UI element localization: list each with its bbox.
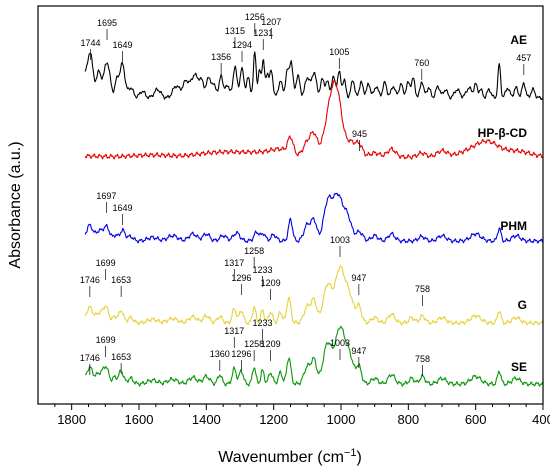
peak-label: 1209: [261, 339, 281, 349]
peak-label: 1653: [111, 352, 131, 362]
peak-label: 1258: [244, 246, 264, 256]
peak-label: 1294: [232, 40, 252, 50]
peak-label: 1005: [329, 47, 349, 57]
series-name-label: PHM: [500, 219, 527, 233]
peak-label: 1233: [253, 265, 273, 275]
x-tick-label: 1400: [192, 412, 221, 427]
peak-label: 1699: [96, 258, 116, 268]
x-tick-label: 1600: [125, 412, 154, 427]
peak-label: 758: [415, 284, 430, 294]
series-name-label: AE: [510, 33, 527, 47]
series-line-3: [84, 192, 544, 244]
peak-label: 1653: [111, 275, 131, 285]
peak-label: 1258: [244, 339, 264, 349]
series-line-1: [84, 51, 544, 101]
peak-label: 1317: [224, 258, 244, 268]
peak-label: 1003: [330, 235, 350, 245]
peak-label: 1231: [253, 28, 273, 38]
series-name-label: SE: [511, 360, 527, 374]
x-axis: 1800 1600 1400 1200 1000 800 600 400: [54, 404, 550, 427]
y-axis-label: Absorbance (a.u.): [7, 141, 24, 268]
peak-label: 1256: [245, 12, 265, 22]
peak-label: 1296: [231, 349, 251, 359]
peak-label: 1003: [330, 338, 350, 348]
peak-label: 1746: [80, 275, 100, 285]
x-tick-label: 600: [465, 412, 487, 427]
series-line-5: [84, 325, 544, 387]
peak-label: 1360: [210, 349, 230, 359]
peak-label: 1699: [96, 335, 116, 345]
x-tick-label: 800: [397, 412, 419, 427]
x-tick-label: 1200: [259, 412, 288, 427]
series-line-2: [84, 79, 544, 160]
peak-label: 457: [516, 53, 531, 63]
peak-label: 760: [414, 58, 429, 68]
peak-label: 1649: [112, 203, 132, 213]
peak-label: 1317: [224, 326, 244, 336]
peak-label: 1356: [211, 52, 231, 62]
x-axis-label: Wavenumber (cm−1): [218, 447, 362, 466]
peak-label: 945: [352, 129, 367, 139]
x-tick-label: 1000: [327, 412, 356, 427]
peak-label: 758: [415, 354, 430, 364]
spectra-traces: [84, 51, 544, 387]
x-tick-label: 400: [532, 412, 550, 427]
peak-label: 1744: [81, 38, 101, 48]
x-tick-label: 1800: [57, 412, 86, 427]
peak-label: 1697: [96, 191, 116, 201]
peak-label: 1296: [231, 273, 251, 283]
peak-label: 947: [351, 273, 366, 283]
peak-label: 1649: [112, 40, 132, 50]
peak-label: 1233: [253, 318, 273, 328]
series-name-label: G: [518, 298, 527, 312]
peak-label: 1209: [261, 278, 281, 288]
series-name-label: HP-β-CD: [478, 126, 528, 140]
peak-label: 947: [351, 346, 366, 356]
peak-label: 1315: [225, 26, 245, 36]
series-line-4: [84, 265, 544, 326]
peak-label: 1695: [97, 18, 117, 28]
peak-label: 1207: [261, 17, 281, 27]
peak-label: 1746: [80, 353, 100, 363]
series-labels: AE HP-β-CD PHM G SE: [478, 33, 528, 374]
